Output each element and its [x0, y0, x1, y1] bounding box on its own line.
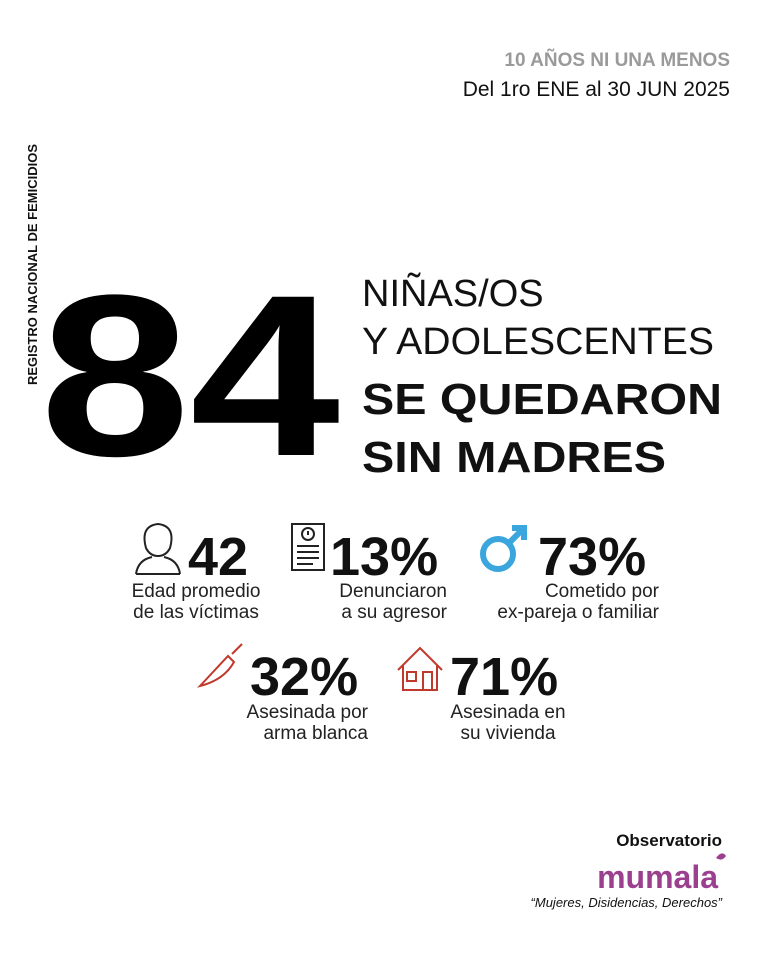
woman-icon — [135, 522, 181, 575]
headline-line: NIÑAS/OS — [362, 272, 544, 315]
stat-label: a su agresor — [341, 602, 447, 623]
stat-value: 32% — [250, 647, 358, 707]
brand-leaf — [716, 853, 726, 860]
org-label: Observatorio — [616, 831, 722, 850]
stat-label: Asesinada por — [247, 702, 369, 723]
stat-label: de las víctimas — [133, 602, 259, 623]
stat-label: ex-pareja o familiar — [497, 602, 659, 623]
stat-value: 73% — [538, 527, 646, 587]
side-label: REGISTRO NACIONAL DE FEMICIDIOS — [25, 144, 40, 385]
stat-label: Asesinada en — [450, 702, 565, 723]
headline-line: SE QUEDARON — [362, 375, 722, 424]
stat-value: 42 — [188, 527, 248, 587]
stat-value: 71% — [450, 647, 558, 707]
tagline: “Mujeres, Disidencias, Derechos” — [531, 895, 723, 910]
stat-label: Cometido por — [545, 581, 660, 602]
stat-label: Edad promedio — [132, 581, 261, 602]
stat-label: Denunciaron — [339, 581, 447, 602]
brand: mumala — [597, 859, 718, 895]
male-icon — [480, 525, 527, 572]
house-icon — [397, 646, 443, 691]
headline-number: 84 — [40, 247, 340, 504]
stat-label: arma blanca — [263, 723, 368, 744]
headline-line: SIN MADRES — [362, 433, 666, 482]
period: Del 1ro ENE al 30 JUN 2025 — [463, 78, 730, 101]
stat-label: su vivienda — [460, 723, 555, 744]
headline-line: Y ADOLESCENTES — [362, 321, 714, 363]
campaign: 10 AÑOS NI UNA MENOS — [504, 49, 730, 71]
document-icon — [291, 523, 325, 571]
stat-value: 13% — [330, 527, 438, 587]
knife-icon — [196, 643, 243, 688]
